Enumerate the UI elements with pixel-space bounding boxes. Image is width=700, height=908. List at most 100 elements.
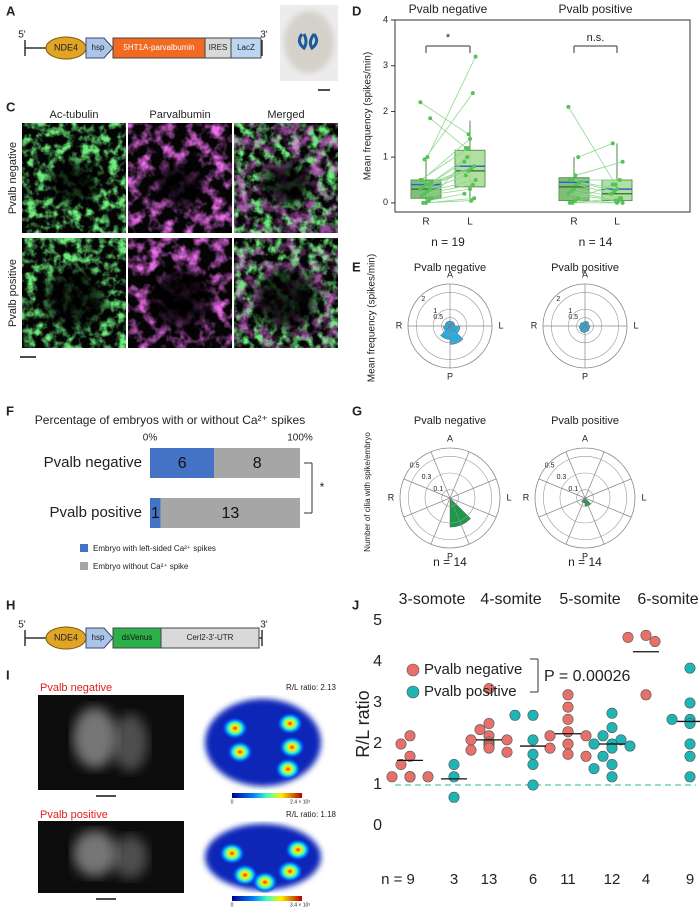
- direction-label: L: [641, 492, 646, 502]
- y-tick-label: 3: [373, 694, 382, 711]
- data-point: [421, 184, 426, 189]
- ring-label: 0.5: [433, 314, 443, 321]
- ring-label: 1: [433, 308, 437, 315]
- data-point: [472, 196, 477, 201]
- direction-label: P: [447, 371, 453, 381]
- data-point: [404, 771, 416, 783]
- data-point: [483, 683, 495, 695]
- data-point: [465, 155, 470, 160]
- micrograph: [128, 123, 232, 233]
- pair-line: [428, 161, 465, 185]
- colorbar-label: 0: [231, 902, 234, 908]
- colorbar-label: 0: [231, 799, 234, 805]
- data-point: [466, 146, 471, 150]
- data-point: [613, 182, 618, 187]
- ring-label: 0.3: [422, 474, 432, 481]
- data-point: [573, 198, 578, 203]
- bar-value-label: 13: [221, 505, 239, 522]
- data-point: [418, 100, 423, 105]
- data-point: [566, 191, 571, 196]
- data-point: [606, 722, 618, 734]
- bar-value-label: 6: [178, 455, 187, 472]
- ring-label: 0.1: [568, 486, 578, 493]
- ring-label: 0.5: [545, 462, 555, 469]
- data-point: [615, 187, 619, 192]
- data-point: [544, 742, 556, 754]
- node-cavity: [148, 267, 212, 330]
- data-point: [684, 771, 696, 783]
- data-point: [466, 132, 471, 137]
- data-point: [562, 738, 574, 750]
- data-point: [501, 734, 513, 746]
- data-point: [473, 54, 478, 59]
- legend-label: Pvalb positive: [424, 683, 517, 700]
- bar-segment: [150, 448, 215, 478]
- data-point: [609, 191, 614, 196]
- node-cavity: [155, 161, 205, 206]
- spoke: [538, 497, 586, 518]
- data-point: [474, 724, 486, 736]
- data-point: [527, 758, 539, 770]
- pair-line: [431, 156, 468, 199]
- data-point: [574, 182, 579, 187]
- direction-label: A: [447, 433, 453, 443]
- data-point: [469, 198, 474, 203]
- hsp-arrow: [85, 37, 114, 59]
- data-point: [666, 713, 678, 725]
- lacz-stain: [297, 33, 319, 51]
- n-label: n = 14: [433, 555, 467, 569]
- data-point: [566, 104, 571, 109]
- bar-segment: [214, 448, 300, 478]
- direction-label: A: [447, 269, 453, 279]
- data-point: [612, 189, 617, 194]
- data-point: [527, 709, 539, 721]
- y-axis-label: Number of cilia with spike/embryo: [363, 432, 372, 552]
- y-tick-label: 0: [383, 197, 388, 207]
- signal: [112, 835, 148, 879]
- pair-line: [576, 184, 612, 195]
- data-point: [429, 180, 434, 185]
- polar-title: Pvalb positive: [551, 415, 619, 427]
- heat-blob: [285, 838, 311, 861]
- data-point: [418, 178, 423, 182]
- heat-blob: [227, 741, 253, 763]
- data-point: [463, 146, 468, 150]
- direction-label: R: [396, 320, 403, 330]
- node-cavity: [49, 161, 99, 206]
- data-point: [570, 178, 575, 182]
- n-label: n = 19: [431, 235, 465, 249]
- pair-line: [429, 117, 467, 149]
- heat-blob: [277, 712, 303, 735]
- ring: [408, 456, 492, 540]
- y-tick-label: 1: [383, 152, 388, 162]
- count-label: 4: [642, 871, 650, 888]
- construct-box: [230, 37, 262, 59]
- direction-label: A: [582, 269, 588, 279]
- y-tick-label: 4: [383, 14, 388, 24]
- pair-line: [420, 101, 469, 135]
- data-point: [419, 194, 424, 198]
- data-point: [395, 758, 407, 770]
- polar-title: Pvalb negative: [414, 262, 486, 274]
- data-point: [606, 771, 618, 783]
- pair-line: [569, 179, 618, 190]
- n-label: n = 14: [568, 555, 602, 569]
- data-point: [570, 200, 575, 205]
- y-tick-label: 5: [373, 612, 382, 629]
- pair-line: [575, 161, 623, 176]
- data-point: [527, 748, 539, 760]
- data-point: [463, 173, 468, 178]
- direction-label: P: [582, 371, 588, 381]
- ring: [424, 472, 476, 524]
- data-point: [562, 701, 574, 713]
- spoke: [584, 497, 632, 518]
- data-point: [684, 662, 696, 674]
- pair-line: [578, 143, 613, 158]
- data-point: [428, 116, 433, 121]
- pair-line: [420, 147, 469, 181]
- y-axis-label: Mean frequency (spikes/min): [367, 254, 378, 382]
- direction-label: R: [388, 492, 395, 502]
- spoke: [584, 478, 632, 499]
- heat-blob: [277, 860, 303, 883]
- box: [454, 149, 486, 188]
